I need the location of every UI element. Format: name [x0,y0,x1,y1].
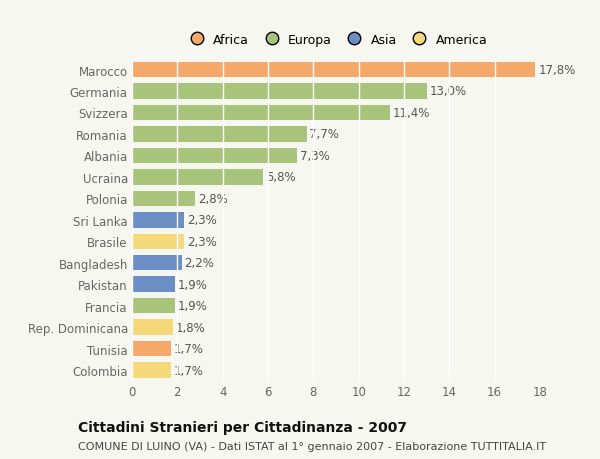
Text: 2,2%: 2,2% [185,257,214,269]
Text: 2,3%: 2,3% [187,214,217,227]
Text: 1,9%: 1,9% [178,300,208,313]
Bar [132,170,263,185]
Text: 17,8%: 17,8% [538,64,575,77]
Text: 1,9%: 1,9% [178,278,208,291]
Text: 11,4%: 11,4% [393,107,430,120]
Text: 7,7%: 7,7% [309,128,339,141]
Bar [132,213,184,228]
Text: Cittadini Stranieri per Cittadinanza - 2007: Cittadini Stranieri per Cittadinanza - 2… [78,420,407,434]
Bar [132,298,175,313]
Text: 5,8%: 5,8% [266,171,296,184]
Bar [132,363,170,378]
Bar [132,63,535,78]
Bar [132,256,182,271]
Bar [132,148,298,164]
Text: 1,7%: 1,7% [173,364,203,377]
Bar [132,277,175,292]
Bar [132,127,307,142]
Bar [132,84,427,100]
Text: 1,7%: 1,7% [173,342,203,355]
Text: 2,8%: 2,8% [198,192,228,205]
Bar [132,234,184,249]
Text: 13,0%: 13,0% [430,85,467,98]
Bar [132,106,391,121]
Text: 1,8%: 1,8% [176,321,205,334]
Legend: Africa, Europa, Asia, America: Africa, Europa, Asia, America [185,34,487,47]
Text: COMUNE DI LUINO (VA) - Dati ISTAT al 1° gennaio 2007 - Elaborazione TUTTITALIA.I: COMUNE DI LUINO (VA) - Dati ISTAT al 1° … [78,441,546,451]
Bar [132,320,173,335]
Bar [132,341,170,357]
Text: 2,3%: 2,3% [187,235,217,248]
Text: 7,3%: 7,3% [300,150,330,162]
Bar [132,191,196,207]
